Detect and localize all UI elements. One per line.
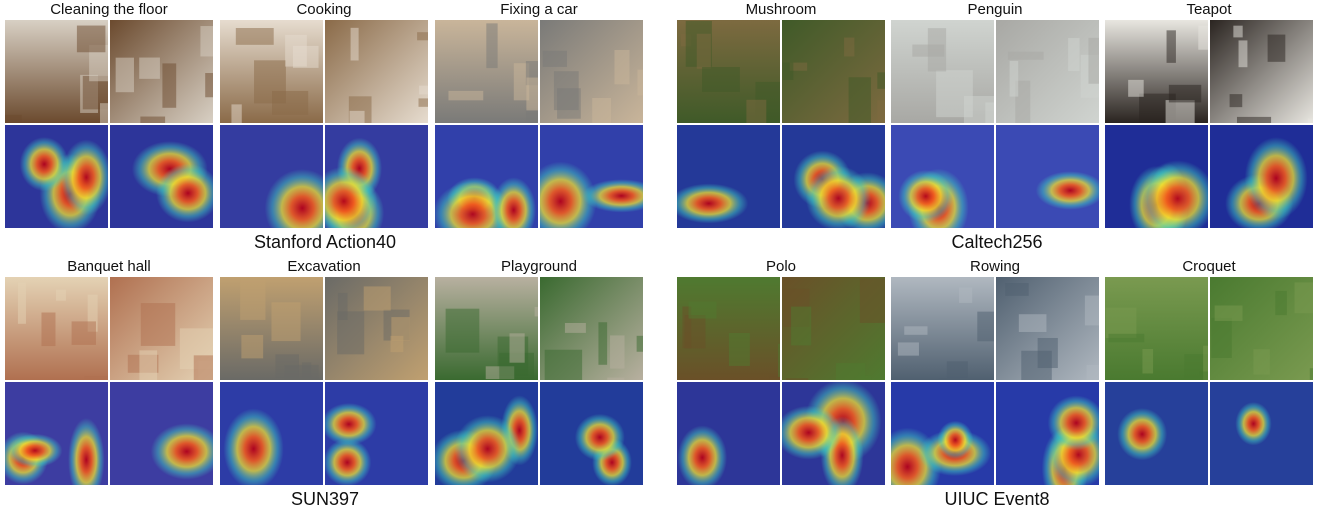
photo (325, 277, 428, 380)
photo (435, 277, 538, 380)
photo (5, 277, 108, 380)
photo (1210, 277, 1313, 380)
class-label: Cleaning the floor (50, 1, 168, 18)
photo (782, 277, 885, 380)
class-label: Croquet (1182, 258, 1236, 275)
heatmap (996, 382, 1099, 485)
heatmap (677, 382, 780, 485)
panel-caption: Stanford Action40 (254, 232, 396, 252)
photo (891, 277, 994, 380)
heatmap (891, 125, 994, 228)
class-label: Playground (501, 258, 577, 275)
heatmap (1210, 125, 1313, 228)
photo (1105, 277, 1208, 380)
class-label: Mushroom (746, 1, 817, 18)
heatmap (110, 382, 213, 485)
heatmap (325, 125, 428, 228)
photo (782, 20, 885, 123)
photo (540, 277, 643, 380)
photo (435, 20, 538, 123)
heatmap (220, 125, 323, 228)
photo (325, 20, 428, 123)
photo (996, 20, 1099, 123)
photo (110, 20, 213, 123)
photo (677, 277, 780, 380)
heatmap (540, 382, 643, 485)
class-label: Rowing (970, 258, 1020, 275)
heatmap (435, 382, 538, 485)
heatmap (540, 125, 643, 228)
heatmap (782, 125, 885, 228)
heatmap (1105, 125, 1208, 228)
class-label: Teapot (1186, 1, 1232, 18)
heatmap (5, 125, 108, 228)
photo (110, 277, 213, 380)
heatmap (220, 382, 323, 485)
photo (220, 20, 323, 123)
class-label: Cooking (296, 1, 351, 18)
photo (1210, 20, 1313, 123)
panel-caption: Caltech256 (951, 232, 1042, 252)
heatmap (435, 125, 538, 228)
photo (891, 20, 994, 123)
photo (996, 277, 1099, 380)
class-label: Excavation (287, 258, 360, 275)
heatmap (325, 382, 428, 485)
photo (5, 20, 108, 123)
heatmap (1105, 382, 1208, 485)
heatmap (782, 382, 885, 485)
heatmap (677, 125, 780, 228)
class-label: Banquet hall (67, 258, 150, 275)
heatmap (891, 382, 994, 485)
panel-caption: UIUC Event8 (944, 489, 1049, 509)
heatmap (110, 125, 213, 228)
photo (677, 20, 780, 123)
class-label: Fixing a car (500, 1, 578, 18)
class-label: Polo (766, 258, 796, 275)
class-label: Penguin (967, 1, 1022, 18)
photo (220, 277, 323, 380)
photo (1105, 20, 1208, 123)
heatmap (996, 125, 1099, 228)
heatmap (1210, 382, 1313, 485)
heatmap (5, 382, 108, 485)
photo (540, 20, 643, 123)
panel-caption: SUN397 (291, 489, 359, 509)
